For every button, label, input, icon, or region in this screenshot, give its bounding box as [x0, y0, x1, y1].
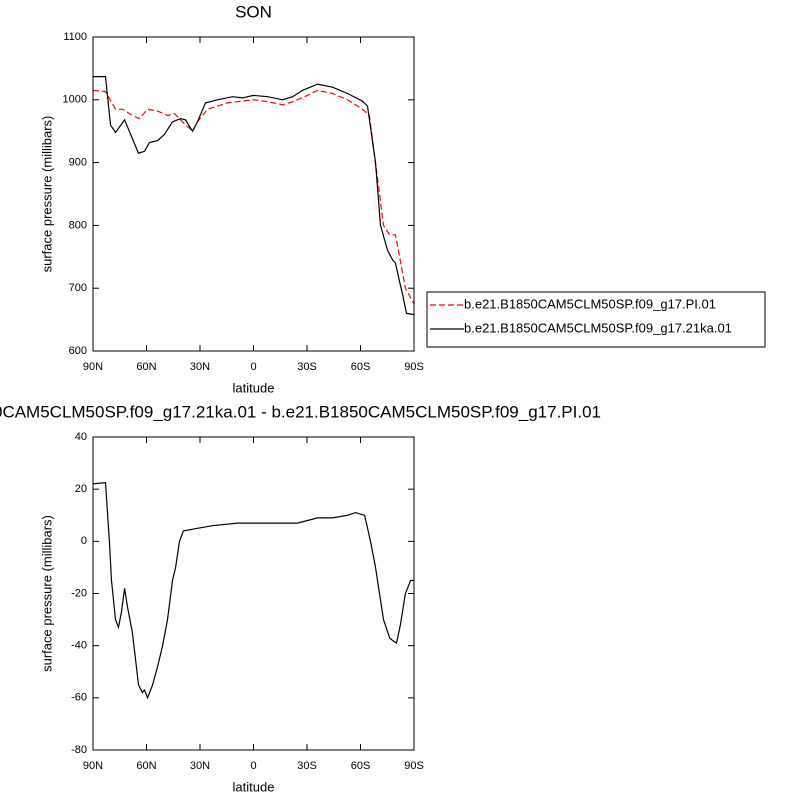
x-tick-label: 30S: [297, 361, 317, 373]
y-tick-label: -80: [71, 744, 87, 756]
y-tick-label: 1100: [63, 31, 87, 43]
x-tick-label: 90N: [83, 760, 103, 772]
y-tick-label: 20: [75, 483, 87, 495]
legend-box: [426, 291, 766, 348]
y-tick-label: 40: [75, 431, 87, 443]
x-tick-label: 60S: [351, 361, 371, 373]
x-tick-label: 30N: [190, 760, 210, 772]
plot-frame: [92, 36, 415, 352]
y-tick-label: -20: [71, 587, 87, 599]
x-tick-label: 30S: [297, 760, 317, 772]
chart-title: SON: [235, 2, 272, 21]
y-tick-label: 800: [69, 219, 87, 231]
y-tick-label: -60: [71, 692, 87, 704]
x-tick-label: 90S: [404, 361, 424, 373]
y-tick-label: 600: [69, 345, 87, 357]
x-tick-label: 60N: [136, 760, 156, 772]
y-tick-label: 900: [69, 157, 87, 169]
plot-frame: [92, 436, 415, 751]
x-tick-label: 0: [250, 760, 256, 772]
y-axis-label: surface pressure (millibars): [39, 116, 54, 273]
x-tick-label: 60N: [136, 361, 156, 373]
x-tick-label: 90N: [83, 361, 103, 373]
x-tick-label: 30N: [190, 361, 210, 373]
y-tick-label: -40: [71, 640, 87, 652]
y-tick-label: 700: [69, 282, 87, 294]
x-tick-label: 0: [250, 361, 256, 373]
series-line: [93, 76, 415, 316]
y-tick-label: 1000: [63, 94, 87, 106]
legend-label: b.e21.B1850CAM5CLM50SP.f09_g17.PI.01: [464, 296, 716, 311]
x-tick-label: 90S: [404, 760, 424, 772]
x-axis-label: latitude: [233, 779, 275, 794]
legend-label: b.e21.B1850CAM5CLM50SP.f09_g17.21ka.01: [464, 320, 732, 335]
series-line: [92, 481, 414, 700]
x-tick-label: 60S: [351, 760, 371, 772]
chart-title: b.e21.B1850CAM5CLM50SP.f09_g17.21ka.01 -…: [0, 402, 601, 421]
y-tick-label: 0: [81, 535, 87, 547]
series-line: [92, 89, 415, 305]
x-axis-label: latitude: [233, 380, 275, 395]
y-axis-label: surface pressure (millibars): [39, 515, 54, 672]
